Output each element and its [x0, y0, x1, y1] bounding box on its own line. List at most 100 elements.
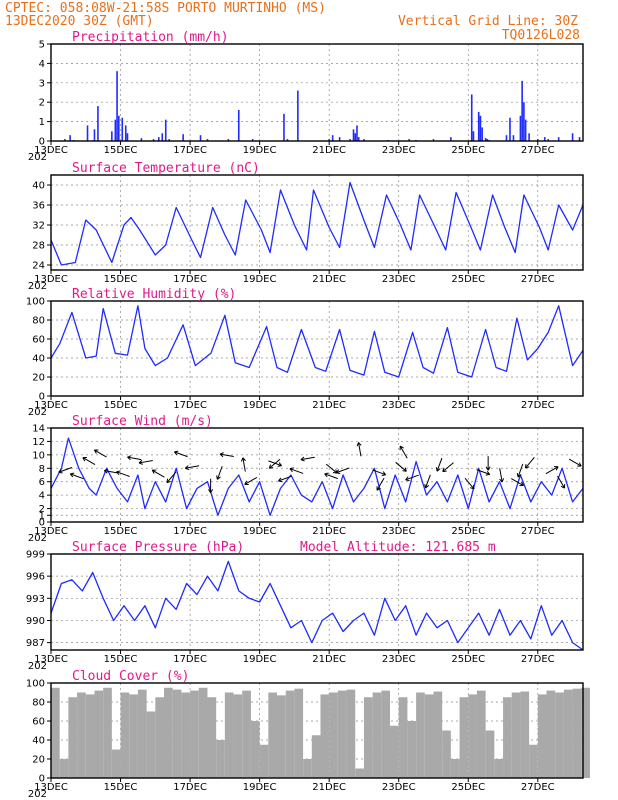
x-tick-label: 17DEC: [173, 145, 207, 156]
cloud-bar: [581, 687, 590, 778]
cloud-bar: [459, 697, 469, 778]
precip-bar: [251, 139, 254, 141]
series-line: [50, 560, 584, 651]
cloud-bar: [111, 749, 121, 778]
wind-arrow-head: [405, 476, 410, 482]
wind-arrow-head: [58, 468, 63, 474]
precip-bar: [182, 134, 184, 141]
wind-arrow: [372, 469, 386, 476]
precip-bar: [357, 137, 360, 141]
wind-arrow: [395, 461, 407, 472]
cloud-bar: [259, 744, 269, 778]
wind-arrow-head: [244, 480, 249, 485]
wind-arrow: [405, 474, 419, 481]
precip-bar: [528, 133, 530, 141]
x-tick-label: 15DEC: [104, 145, 138, 156]
precip-bar: [206, 139, 209, 141]
precip-bar: [509, 117, 511, 141]
y-tick-label: 990: [26, 616, 45, 627]
y-tick-label: 0: [39, 392, 45, 403]
wind-arrow-head: [499, 478, 505, 483]
wind-arrow-head: [485, 470, 491, 476]
plot-frame: [50, 43, 584, 142]
plot-area: [51, 301, 583, 396]
cloud-bar: [77, 692, 86, 778]
cloud-bar: [442, 730, 451, 778]
panel-note: Model Altitude: 121.685 m: [300, 540, 496, 555]
precip-bar: [157, 137, 160, 141]
wind-arrow: [82, 457, 96, 466]
wind-arrow-head: [219, 452, 224, 458]
cloud-bar: [311, 735, 321, 778]
y-tick-label: 100: [26, 679, 45, 690]
precip-bar: [168, 139, 171, 141]
precip-bar: [432, 139, 435, 141]
x-tick-label: 25DEC: [451, 782, 485, 793]
panel-title: Surface Pressure (hPa): [72, 540, 244, 555]
plot-frame: [50, 300, 584, 397]
precip-bar: [524, 119, 527, 141]
wind-arrow: [358, 442, 362, 457]
x-tick-label: 17DEC: [173, 274, 207, 285]
y-tick-label: 100: [26, 297, 45, 308]
precip-bar: [472, 131, 475, 141]
precip-bar: [331, 135, 334, 141]
precip-bar: [338, 137, 341, 141]
x-tick-label: 23DEC: [382, 274, 416, 285]
y-tick-label: 996: [26, 572, 45, 583]
y-tick-label: 0: [39, 518, 45, 529]
cloud-bar: [250, 721, 260, 778]
year-label: 202: [28, 789, 47, 800]
wind-arrow: [70, 473, 84, 480]
wind-arrow: [151, 469, 165, 478]
x-tick-label: 25DEC: [451, 654, 485, 665]
precip-bar: [578, 137, 581, 141]
precip-bar: [477, 111, 480, 141]
cloud-bar: [572, 688, 582, 778]
x-tick-label: 15DEC: [104, 274, 138, 285]
precip-bar: [450, 137, 452, 141]
wind-arrow-head: [519, 481, 524, 487]
cloud-bar: [346, 689, 356, 778]
panel-title: Precipitation (mm/h): [72, 30, 229, 45]
wind-arrow: [138, 460, 153, 464]
cloud-bar: [476, 690, 486, 778]
wind-arrow-head: [485, 466, 491, 471]
precip-bar: [349, 139, 351, 141]
precip-bar: [93, 129, 96, 141]
wind-arrow: [436, 457, 443, 472]
cloud-bar: [198, 687, 208, 778]
x-tick-label: 21DEC: [312, 145, 346, 156]
y-tick-label: 2: [39, 98, 45, 109]
location-header: CPTEC: 058:08W-21:58S PORTO MURTINHO (MS…: [5, 1, 326, 16]
precip-bar: [286, 139, 289, 141]
cloud-bar: [120, 692, 130, 778]
model-code: TQ0126L028: [502, 28, 580, 43]
wind-arrow: [300, 456, 315, 461]
cloud-bar: [390, 725, 399, 778]
wind-arrow: [499, 468, 503, 483]
wind-arrow-head: [577, 462, 582, 467]
plot-area: [51, 554, 583, 650]
plot-frame: [50, 553, 584, 651]
wind-arrow-head: [173, 450, 179, 456]
wind-arrow-head: [166, 478, 171, 484]
wind-arrow-head: [104, 468, 109, 474]
wind-arrow: [525, 457, 535, 469]
precip-bar: [116, 71, 118, 141]
y-tick-label: 0: [39, 137, 45, 148]
x-tick-label: 17DEC: [173, 654, 207, 665]
wind-arrow: [278, 475, 292, 482]
cloud-bar: [207, 697, 217, 778]
precip-bar: [521, 80, 523, 141]
x-tick-label: 23DEC: [382, 526, 416, 537]
wind-arrow-head: [424, 483, 429, 489]
wind-arrow-head: [82, 457, 87, 462]
wind-arrow-head: [240, 457, 246, 462]
cloud-bar: [294, 688, 304, 778]
wind-arrow: [289, 468, 304, 474]
x-tick-label: 21DEC: [312, 526, 346, 537]
wind-arrow: [58, 467, 73, 473]
cloud-bar: [285, 690, 295, 778]
wind-arrow-head: [93, 449, 99, 454]
